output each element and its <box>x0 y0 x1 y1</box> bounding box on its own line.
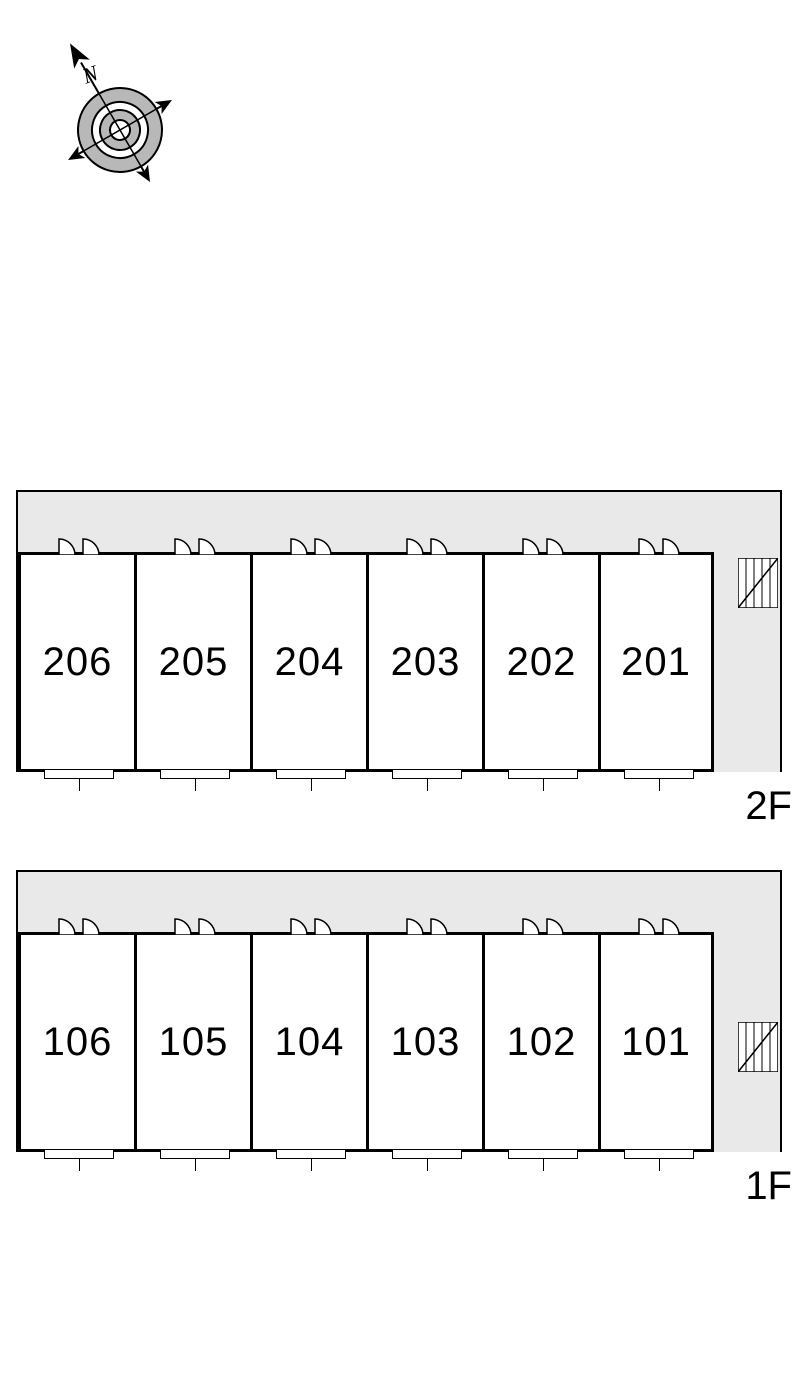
unit-205: 205 <box>134 552 250 772</box>
balcony-icon <box>392 769 462 779</box>
units-row: 106 105 104 <box>18 932 714 1152</box>
unit-103: 103 <box>366 932 482 1152</box>
balcony-tick <box>659 779 660 791</box>
balcony-tick <box>659 1159 660 1171</box>
balcony-tick <box>427 1159 428 1171</box>
balcony-icon <box>392 1149 462 1159</box>
unit-105: 105 <box>134 932 250 1152</box>
unit-106: 106 <box>18 932 134 1152</box>
balcony-icon <box>624 1149 694 1159</box>
balcony-icon <box>508 769 578 779</box>
unit-104: 104 <box>250 932 366 1152</box>
door-icon <box>403 915 451 935</box>
unit-204: 204 <box>250 552 366 772</box>
balcony-icon <box>624 769 694 779</box>
door-icon <box>519 535 567 555</box>
balcony-icon <box>160 769 230 779</box>
unit-201: 201 <box>598 552 714 772</box>
unit-label: 102 <box>507 1020 577 1065</box>
balcony-tick <box>79 779 80 791</box>
floor-label-2f: 2F <box>745 784 792 829</box>
unit-202: 202 <box>482 552 598 772</box>
balcony-tick <box>543 779 544 791</box>
unit-206: 206 <box>18 552 134 772</box>
stair-area <box>714 552 780 772</box>
balcony-icon <box>160 1149 230 1159</box>
units-row: 206 205 204 <box>18 552 714 772</box>
unit-label: 104 <box>275 1020 345 1065</box>
balcony-tick <box>195 779 196 791</box>
unit-label: 206 <box>43 640 113 685</box>
unit-label: 106 <box>43 1020 113 1065</box>
door-icon <box>519 915 567 935</box>
unit-label: 205 <box>159 640 229 685</box>
unit-label: 105 <box>159 1020 229 1065</box>
stairs-icon <box>738 1022 778 1072</box>
unit-label: 201 <box>621 640 691 685</box>
balcony-icon <box>276 1149 346 1159</box>
balcony-tick <box>427 779 428 791</box>
balcony-icon <box>276 769 346 779</box>
compass-rose: N <box>40 20 200 205</box>
balcony-tick <box>311 1159 312 1171</box>
door-icon <box>287 915 335 935</box>
balcony-tick <box>195 1159 196 1171</box>
unit-label: 202 <box>507 640 577 685</box>
door-icon <box>171 535 219 555</box>
door-icon <box>635 535 683 555</box>
floor-plan-2f: 206 205 204 <box>16 490 782 792</box>
door-icon <box>55 535 103 555</box>
unit-101: 101 <box>598 932 714 1152</box>
door-icon <box>403 535 451 555</box>
balcony-icon <box>44 1149 114 1159</box>
compass-n-label: N <box>78 60 103 89</box>
balcony-icon <box>508 1149 578 1159</box>
floor-plan-1f: 106 105 104 <box>16 870 782 1172</box>
unit-label: 204 <box>275 640 345 685</box>
unit-203: 203 <box>366 552 482 772</box>
stair-area <box>714 932 780 1152</box>
balcony-tick <box>543 1159 544 1171</box>
door-icon <box>55 915 103 935</box>
balcony-tick <box>311 779 312 791</box>
door-icon <box>287 535 335 555</box>
door-icon <box>171 915 219 935</box>
unit-label: 103 <box>391 1020 461 1065</box>
unit-label: 203 <box>391 640 461 685</box>
balcony-tick <box>79 1159 80 1171</box>
stairs-icon <box>738 558 778 608</box>
door-icon <box>635 915 683 935</box>
unit-label: 101 <box>621 1020 691 1065</box>
unit-102: 102 <box>482 932 598 1152</box>
balcony-icon <box>44 769 114 779</box>
floor-label-1f: 1F <box>745 1164 792 1209</box>
